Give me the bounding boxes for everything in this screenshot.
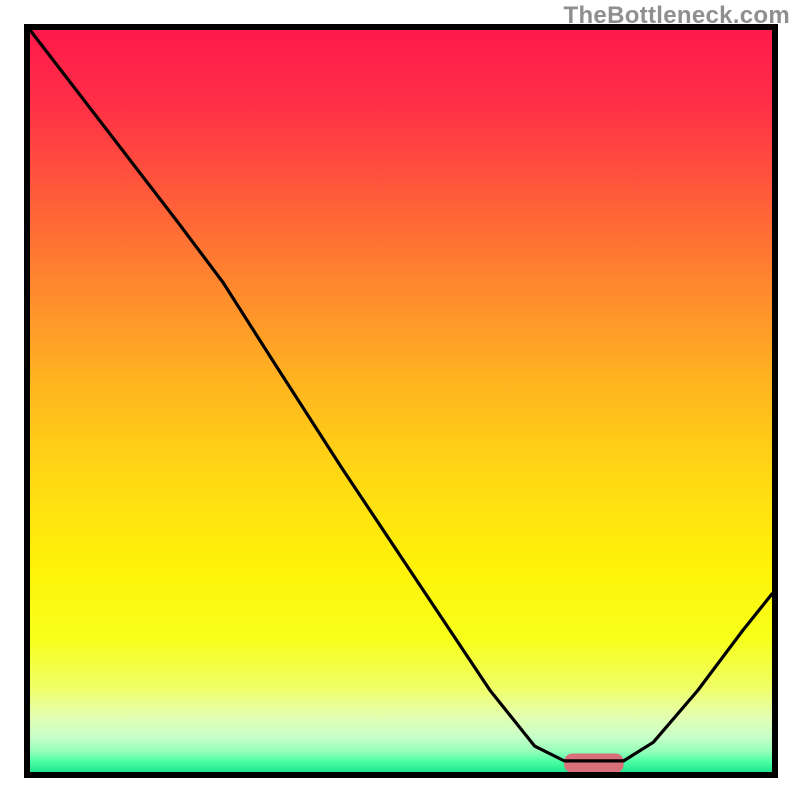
plot-background: [30, 30, 772, 772]
chart-container: TheBottleneck.com: [0, 0, 800, 800]
optimum-marker: [564, 753, 623, 772]
bottleneck-curve-chart: [0, 0, 800, 800]
